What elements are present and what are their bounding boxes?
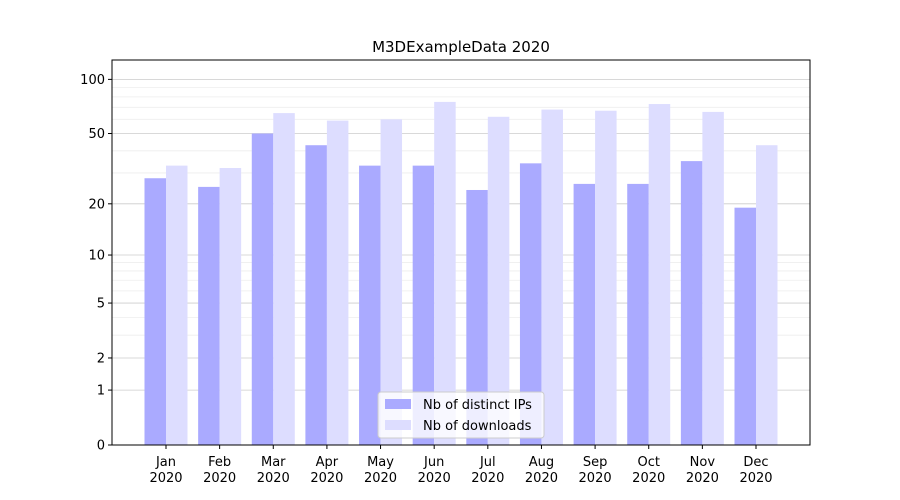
bar-distinct-ips [627, 183, 649, 445]
bar-downloads [702, 111, 724, 445]
x-tick-label: Mar 2020 [257, 455, 290, 486]
bar-downloads [595, 110, 617, 446]
bars [144, 101, 778, 446]
x-tick-label: Feb 2020 [203, 455, 236, 486]
bar-distinct-ips [359, 165, 381, 445]
y-tick-label: 20 [88, 197, 105, 212]
bar-downloads [756, 145, 778, 445]
bar-downloads [326, 120, 349, 446]
axes: 0 1 2 5 10 20 50 100 Jan 2020 Feb 2020 Mar 2020 Apr 202… [80, 59, 811, 486]
bar-distinct-ips [144, 178, 166, 446]
x-tick-label: Oct 2020 [632, 455, 665, 486]
x-tick-label: Aug 2020 [525, 455, 558, 486]
legend: Nb of distinct IPs Nb of downloads [377, 391, 545, 439]
y-tick-label: 1 [97, 384, 105, 399]
plot-frame [111, 59, 811, 446]
bar-distinct-ips [305, 145, 327, 445]
y-tick-label: 5 [97, 297, 105, 312]
bar-distinct-ips [573, 183, 596, 445]
x-tick-label: Dec 2020 [739, 455, 772, 486]
chart-title: M3DExampleData 2020 [372, 38, 550, 56]
bar-downloads [166, 165, 188, 445]
x-tick-label: Apr 2020 [310, 455, 343, 486]
legend-swatch-ips [385, 399, 411, 409]
x-tick-label: May 2020 [364, 455, 397, 486]
bar-distinct-ips [412, 165, 435, 445]
x-tick-label: Jul 2020 [471, 455, 504, 486]
bar-distinct-ips [251, 133, 274, 446]
bar-distinct-ips [734, 207, 756, 445]
y-tick-label: 0 [97, 439, 105, 454]
legend-swatch-downloads [385, 420, 411, 430]
legend-label-ips: Nb of distinct IPs [423, 398, 532, 413]
legend-label-downloads: Nb of downloads [423, 419, 532, 434]
y-tick-label: 50 [88, 127, 105, 142]
bar-downloads [541, 109, 563, 445]
x-tick-label: Jun 2020 [418, 455, 451, 486]
bar-downloads [273, 113, 295, 445]
bar-downloads [219, 168, 242, 445]
x-tick-label: Sep 2020 [579, 455, 612, 486]
bar-downloads [380, 119, 403, 445]
bar-distinct-ips [519, 163, 542, 445]
y-tick-label: 2 [97, 351, 105, 366]
x-tick-label: Jan 2020 [149, 455, 182, 486]
bar-downloads [648, 104, 671, 445]
bar-distinct-ips [466, 189, 488, 445]
bar-distinct-ips [198, 186, 220, 445]
y-tick-label: 100 [80, 73, 105, 88]
bar-downloads [487, 116, 510, 446]
legend-box [377, 391, 545, 439]
bar-downloads [434, 101, 456, 446]
x-tick-label: Nov 2020 [686, 455, 719, 486]
bar-distinct-ips [680, 161, 703, 446]
y-tick-label: 10 [88, 249, 105, 264]
